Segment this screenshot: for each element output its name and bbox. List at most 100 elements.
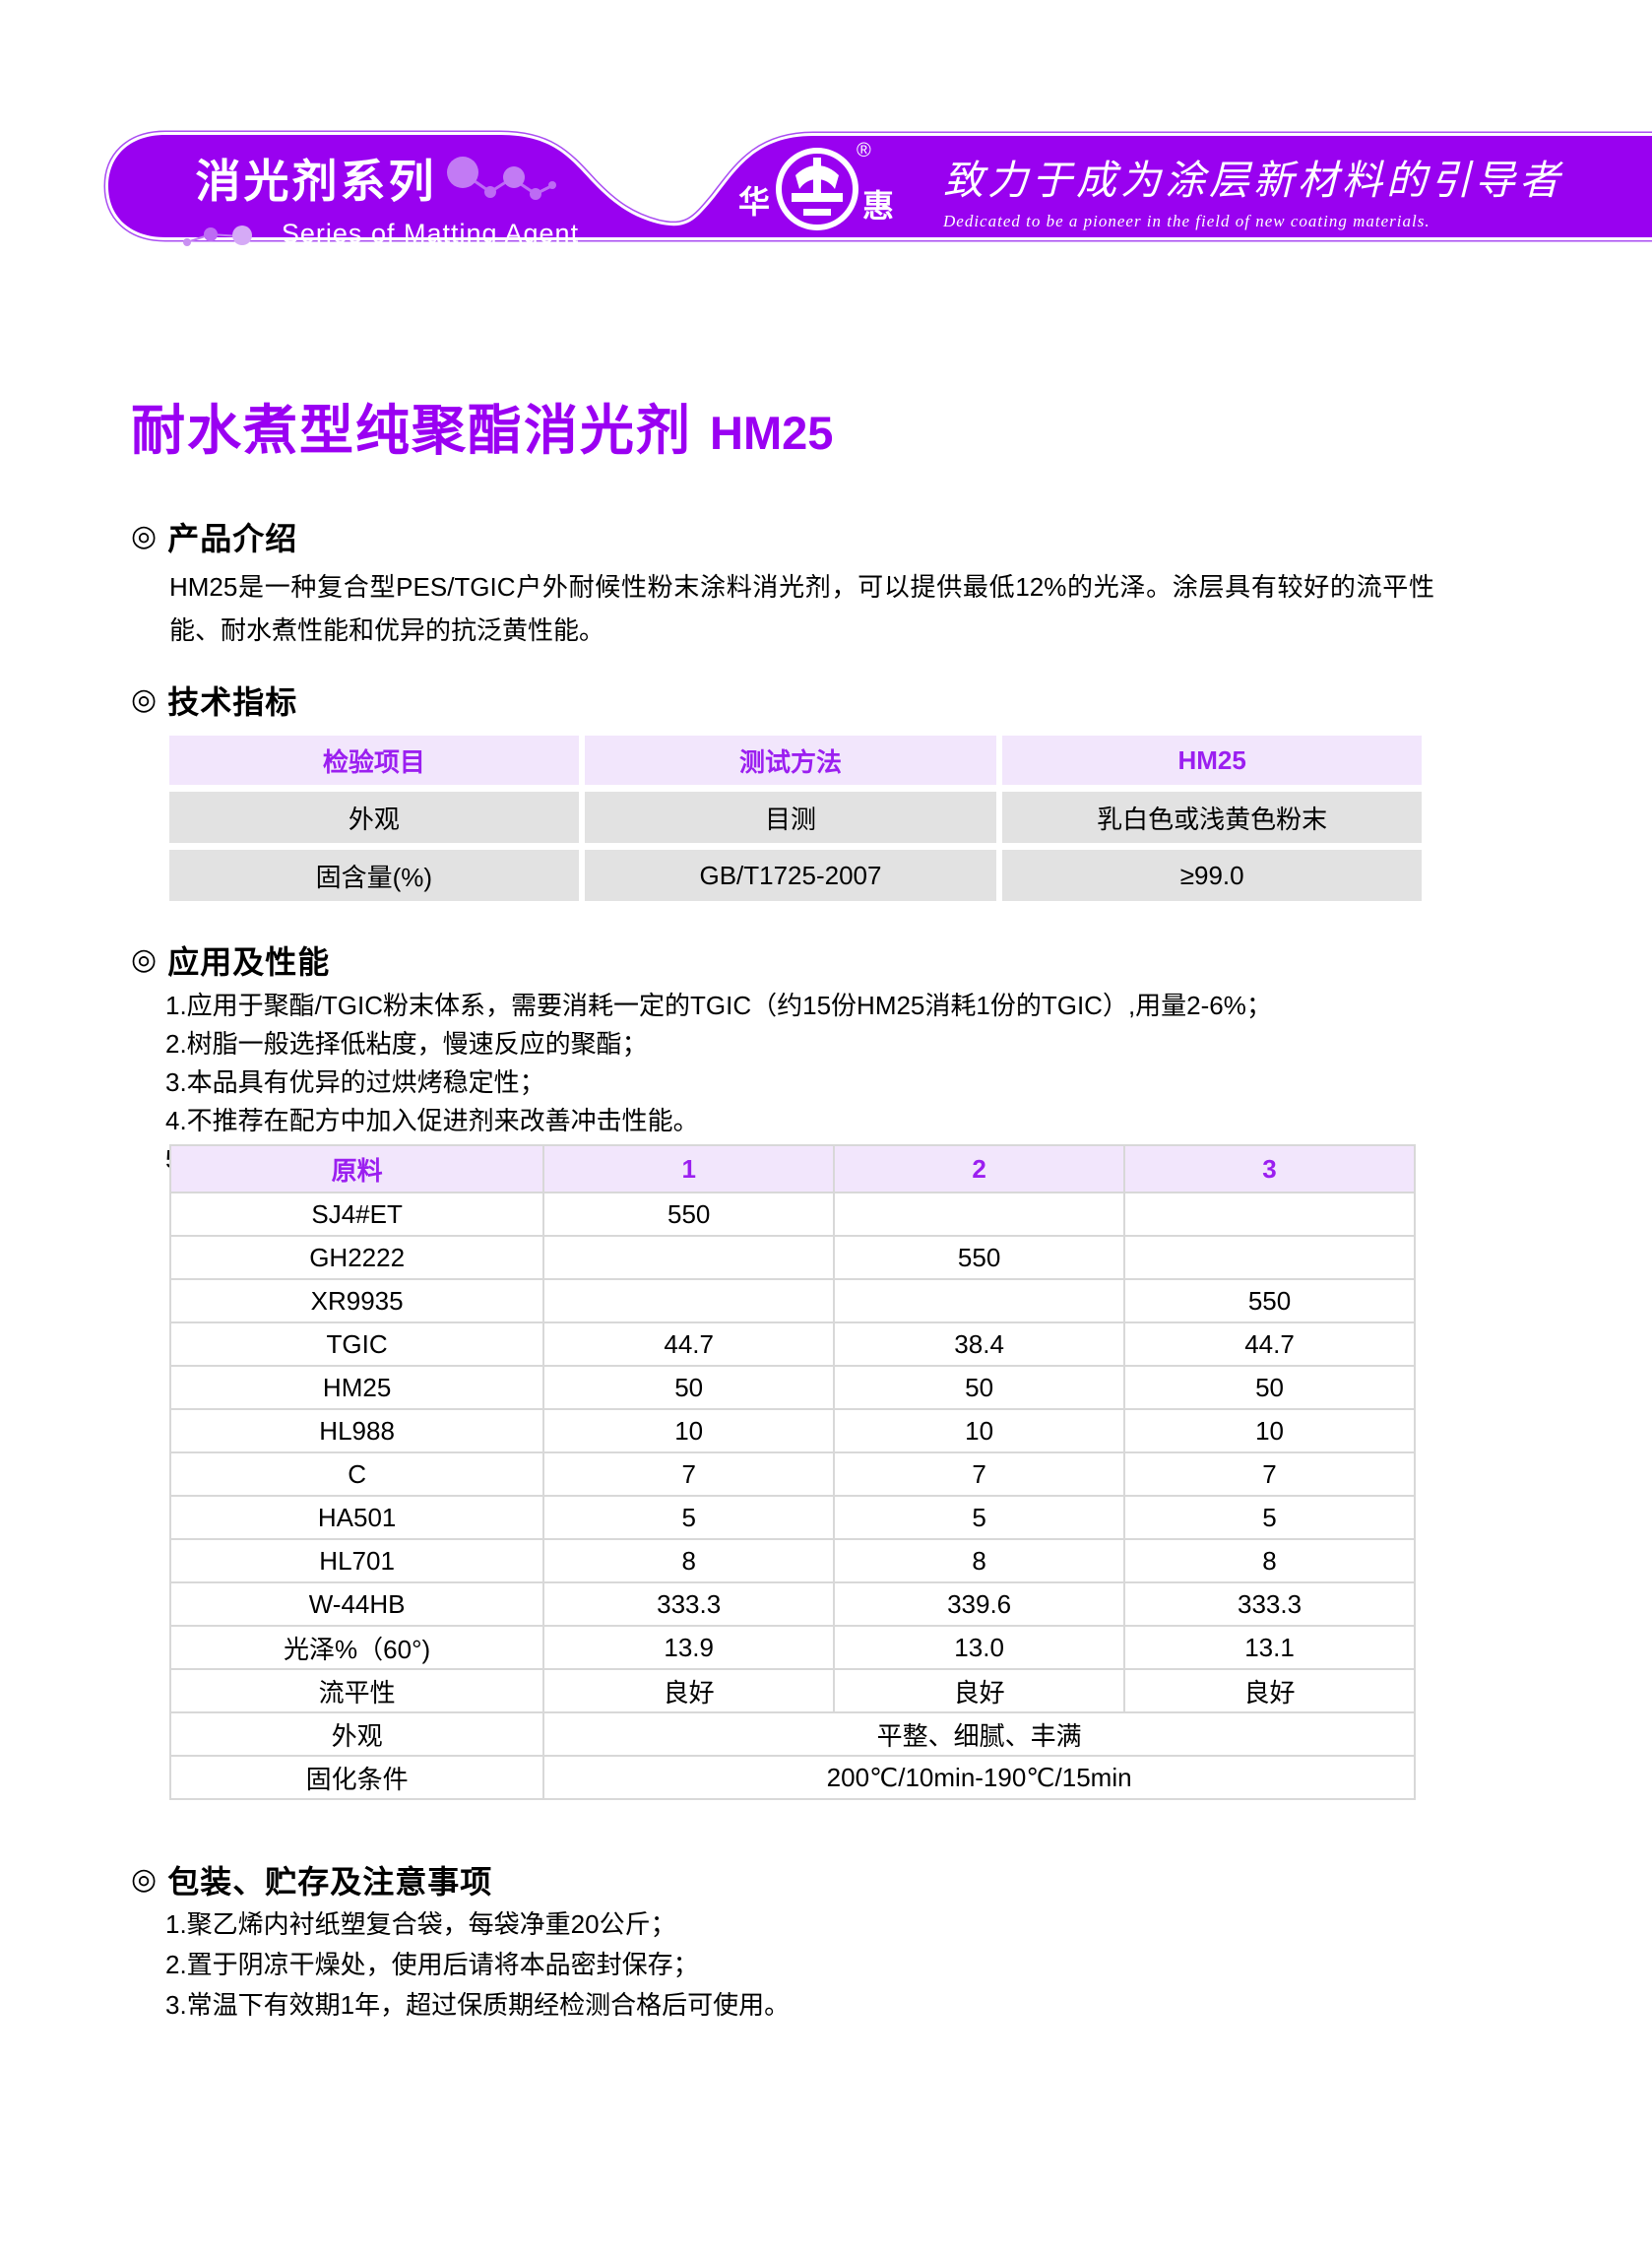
cell: 50 — [833, 1365, 1126, 1410]
list-item: 1.应用于聚酯/TGIC粉末体系，需要消耗一定的TGIC（约15份HM25消耗1… — [165, 991, 1272, 1020]
column-header: 2 — [833, 1144, 1126, 1193]
cell: SJ4#ET — [168, 1192, 545, 1237]
cell: 333.3 — [542, 1581, 836, 1627]
banner-series-block: 消光剂系列 Series of Matting Agent — [148, 146, 610, 249]
spec-table: 检验项目 测试方法 HM25 外观 目测 乳白色或浅黄色粉末 固含量(%) GB… — [163, 729, 1428, 908]
column-header: 测试方法 — [584, 736, 997, 785]
cell: 流平性 — [168, 1668, 545, 1713]
table-row: 固含量(%) GB/T1725-2007 ≥99.0 — [169, 850, 1422, 901]
cell: 固化条件 — [168, 1755, 545, 1800]
column-header: 原料 — [168, 1144, 545, 1193]
table-row: C 7 7 7 — [168, 1451, 1416, 1497]
cell: HL701 — [168, 1538, 545, 1583]
cell: 10 — [833, 1408, 1126, 1453]
cell: 7 — [542, 1451, 836, 1497]
header-banner: 消光剂系列 Series of Matting Agent — [0, 0, 1652, 266]
table-row: 流平性 良好 良好 良好 — [168, 1668, 1416, 1713]
cell: HA501 — [168, 1495, 545, 1540]
cell: 333.3 — [1123, 1581, 1416, 1627]
section-heading-text: 包装、贮存及注意事项 — [167, 1864, 493, 1900]
series-subtitle: Series of Matting Agent — [281, 219, 580, 248]
cell: 目测 — [584, 792, 997, 843]
table-row: 光泽%（60°) 13.9 13.0 13.1 — [168, 1625, 1416, 1670]
table-row: W-44HB 333.3 339.6 333.3 — [168, 1581, 1416, 1627]
list-item: 3.本品具有优异的过烘烤稳定性； — [165, 1067, 545, 1097]
cell: C — [168, 1451, 545, 1497]
logo-text-left: 华 — [738, 184, 771, 220]
section-heading-text: 产品介绍 — [167, 521, 298, 556]
cell: 200℃/10min-190℃/15min — [542, 1755, 1416, 1800]
cell — [542, 1235, 836, 1280]
cell: 良好 — [542, 1668, 836, 1713]
cell: 13.9 — [542, 1625, 836, 1670]
cell: TGIC — [168, 1321, 545, 1367]
page-title-cn: 耐水煮型纯聚酯消光剂 — [131, 400, 693, 461]
company-logo: 华 ® 惠 — [731, 138, 908, 240]
cell: 44.7 — [542, 1321, 836, 1367]
cell: 良好 — [1123, 1668, 1416, 1713]
section-bullet-icon: ◎ — [131, 1863, 158, 1896]
table-header-row: 原料 1 2 3 — [168, 1144, 1416, 1193]
cell: 550 — [1123, 1278, 1416, 1323]
cell: GB/T1725-2007 — [584, 850, 997, 901]
cell: 550 — [542, 1192, 836, 1237]
section-heading-text: 技术指标 — [167, 684, 298, 720]
list-item: 2.置于阴凉干燥处，使用后请将本品密封保存； — [165, 1950, 699, 1979]
section-heading-application: ◎ 应用及性能 — [131, 937, 330, 983]
banner-shape — [103, 130, 1652, 242]
packaging-list: 1.聚乙烯内衬纸塑复合袋，每袋净重20公斤； 2.置于阴凉干燥处，使用后请将本品… — [165, 1904, 790, 2026]
slogan-en: Dedicated to be a pioneer in the field o… — [943, 212, 1430, 230]
cell: ≥99.0 — [1002, 850, 1422, 901]
cell: 外观 — [169, 792, 579, 843]
table-row: HA501 5 5 5 — [168, 1495, 1416, 1540]
cell: 44.7 — [1123, 1321, 1416, 1367]
cell: 10 — [542, 1408, 836, 1453]
table-row: XR9935 550 — [168, 1278, 1416, 1323]
column-header: 1 — [542, 1144, 836, 1193]
list-item: 1.聚乙烯内衬纸塑复合袋，每袋净重20公斤； — [165, 1909, 676, 1939]
cell: 7 — [1123, 1451, 1416, 1497]
cell: 7 — [833, 1451, 1126, 1497]
page-title-code: HM25 — [710, 407, 834, 459]
cell: 5 — [1123, 1495, 1416, 1540]
molecule-dots-icon — [446, 157, 556, 200]
table-row: 外观 平整、细腻、丰满 — [168, 1711, 1416, 1757]
table-row: HL701 8 8 8 — [168, 1538, 1416, 1583]
cell: 50 — [1123, 1365, 1416, 1410]
slogan-cn: 致力于成为涂层新材料的引导者 — [943, 158, 1563, 203]
application-list: 1.应用于聚酯/TGIC粉末体系，需要消耗一定的TGIC（约15份HM25消耗1… — [165, 987, 1272, 1179]
cell: HM25 — [168, 1365, 545, 1410]
cell: 13.1 — [1123, 1625, 1416, 1670]
table-row: 外观 目测 乳白色或浅黄色粉末 — [169, 792, 1422, 843]
series-title: 消光剂系列 — [195, 156, 437, 207]
cell: 平整、细腻、丰满 — [542, 1711, 1416, 1757]
list-item: 2.树脂一般选择低粘度，慢速反应的聚酯； — [165, 1029, 648, 1059]
cell: 339.6 — [833, 1581, 1126, 1627]
section-bullet-icon: ◎ — [131, 520, 158, 552]
intro-paragraph: HM25是一种复合型PES/TGIC户外耐候性粉末涂料消光剂，可以提供最低12%… — [169, 572, 1434, 645]
cell: 550 — [833, 1235, 1126, 1280]
table-row: HM25 50 50 50 — [168, 1365, 1416, 1410]
section-heading-text: 应用及性能 — [167, 944, 331, 980]
column-header: 检验项目 — [169, 736, 579, 785]
cell: 5 — [833, 1495, 1126, 1540]
section-heading-packaging: ◎ 包装、贮存及注意事项 — [131, 1857, 492, 1902]
company-logo-icon — [776, 148, 858, 230]
cell: 8 — [833, 1538, 1126, 1583]
cell: GH2222 — [168, 1235, 545, 1280]
cell: W-44HB — [168, 1581, 545, 1627]
section-bullet-icon: ◎ — [131, 943, 158, 976]
table-row: 固化条件 200℃/10min-190℃/15min — [168, 1755, 1416, 1800]
cell: 光泽%（60°) — [168, 1625, 545, 1670]
cell: 13.0 — [833, 1625, 1126, 1670]
cell: 良好 — [833, 1668, 1126, 1713]
molecule-dots-small-icon — [182, 225, 252, 246]
cell — [1123, 1192, 1416, 1237]
cell: 38.4 — [833, 1321, 1126, 1367]
banner-brand-block: 华 ® 惠 致力于成为涂层新材料的引导者 Dedicated to be a p… — [731, 138, 1617, 240]
cell — [833, 1278, 1126, 1323]
table-header-row: 检验项目 测试方法 HM25 — [169, 736, 1422, 785]
table-row: GH2222 550 — [168, 1235, 1416, 1280]
logo-text-right: 惠 — [862, 188, 895, 224]
cell: 乳白色或浅黄色粉末 — [1002, 792, 1422, 843]
